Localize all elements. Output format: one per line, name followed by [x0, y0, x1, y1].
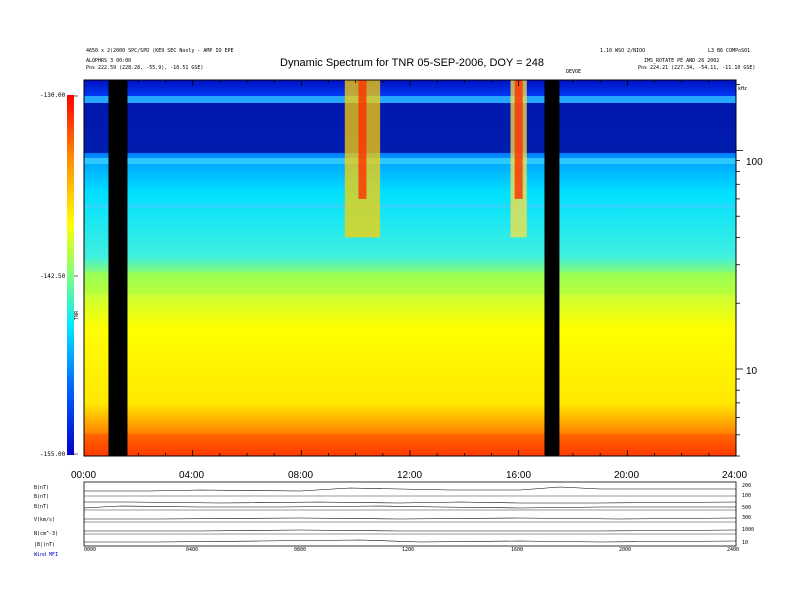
x-axis-ticks [83, 80, 737, 456]
panel-trace-4 [84, 517, 737, 520]
panel-x-tick-5: 2000 [619, 547, 632, 553]
panel-x-tick-3: 1200 [402, 547, 415, 553]
y-tick-10: 10 [746, 366, 758, 377]
header-info-left-1: 4650 x 2(2000 SPC/SPD (KE9 SEC Nooly - A… [86, 48, 234, 54]
panel-trace-1 [84, 486, 736, 492]
lower-panels [83, 481, 737, 547]
header-info-right-2: L3 B6 COMPoS01 [708, 48, 751, 54]
panel-trace-5 [84, 529, 737, 532]
top-dark-band [84, 103, 736, 153]
y-tick-100: 100 [746, 157, 763, 168]
panel-label-5: N(cm^-3) [34, 531, 59, 537]
panel-x-tick-6: 2400 [727, 547, 740, 553]
panel-trace-6 [84, 539, 737, 543]
chart-title: Dynamic Spectrum for TNR 05-SEP-2006, DO… [280, 57, 545, 69]
panel-x-tick-1: 0400 [186, 547, 199, 553]
panel-right-tick-3: 500 [742, 505, 752, 511]
panel-label-6: |B|(nT) [34, 542, 56, 548]
panel-right-tick-1: 200 [742, 483, 752, 489]
panel-right-tick-5: 1000 [742, 527, 755, 533]
x-tick-0800: 08:00 [288, 470, 314, 481]
y-axis-units: kHz [738, 86, 748, 92]
colorbar-tick-mid: -142.50 [40, 273, 66, 280]
colorbar-tick-bottom: -155.00 [40, 451, 66, 458]
panel-right-tick-6: 10 [742, 540, 749, 546]
header-info-right-1: 1.10 WSO 2/NIOO [600, 48, 646, 54]
header-info-left-2: ALOPHRS 3 00:00 [86, 58, 132, 64]
gap-layer [108, 80, 560, 456]
panel-label-3: B(nT) [34, 504, 50, 510]
burst-layer [344, 80, 527, 238]
colorbar [67, 95, 74, 455]
x-tick-0000: 00:00 [71, 470, 97, 481]
panel-trace-2 [84, 501, 737, 504]
radio-burst-core-1 [514, 80, 523, 199]
panel-label-4: V(km/s) [34, 517, 56, 523]
header-info-right-4: Pos 224.21 (227.34, -54.11, -11.10 GSE) [638, 65, 756, 71]
header-info-left-3: Pos 222.59 (228.28, -55.9), -10.51 GSE) [86, 65, 204, 71]
radio-burst-core-0 [358, 80, 367, 199]
x-tick-1200: 12:00 [397, 470, 423, 481]
marker-label: DEVOE [566, 69, 582, 75]
data-gap-0 [108, 80, 128, 456]
panel-x-tick-0: 0000 [84, 547, 97, 553]
footer-label: Wind MFI [34, 552, 59, 558]
x-tick-0400: 04:00 [179, 470, 205, 481]
panel-right-tick-2: 100 [742, 493, 752, 499]
colorbar-tick-top: -130.00 [40, 92, 66, 99]
panel-label-2: B(nT) [34, 494, 50, 500]
panel-x-tick-2: 0800 [294, 547, 307, 553]
data-gap-1 [544, 80, 560, 456]
panel-right-tick-4: 300 [742, 515, 752, 521]
x-tick-1600: 16:00 [506, 470, 532, 481]
panel-trace-3 [83, 505, 736, 509]
panel-label-1: B(nT) [34, 485, 50, 491]
panel-x-tick-4: 1600 [511, 547, 524, 553]
x-tick-2400: 24:00 [722, 470, 748, 481]
y-axis-ticks [736, 84, 743, 457]
header-info-right-3: IMS_ROTATE PE AND 26 2002 [644, 58, 720, 64]
x-tick-2000: 20:00 [614, 470, 640, 481]
